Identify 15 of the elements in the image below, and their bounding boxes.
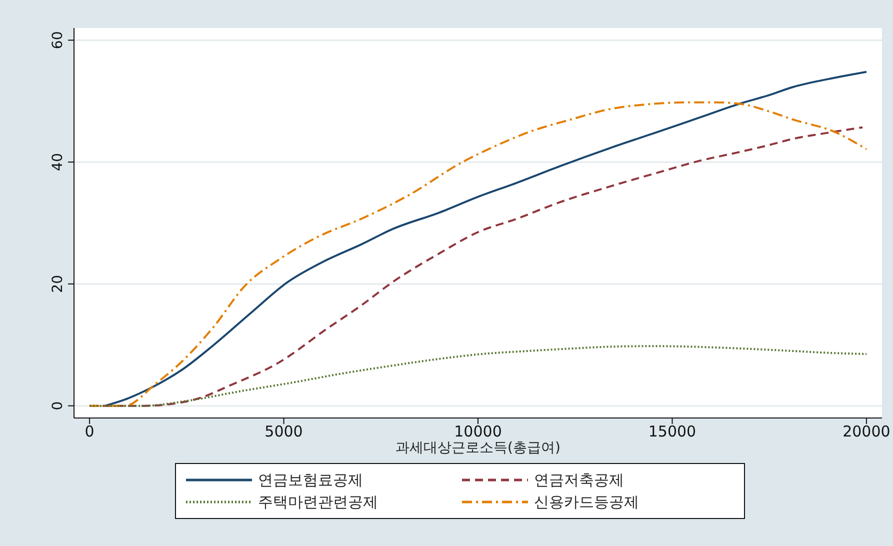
line-series [88, 345, 868, 407]
y-tick-label: 60 [50, 31, 66, 50]
x-axis-title: 과세대상근로소득(총급여) [396, 440, 560, 456]
x-tick-label: 10000 [454, 422, 502, 441]
legend-label: 연금저축공제 [534, 470, 624, 490]
y-tick-label: 20 [50, 275, 66, 293]
legend-label: 주택마련관련공제 [258, 492, 378, 512]
x-tick-label: 15000 [648, 422, 696, 441]
legend-label: 신용카드등공제 [534, 492, 639, 512]
x-tick-label: 5000 [264, 422, 303, 441]
y-tick-label: 40 [50, 153, 66, 171]
x-tick-label: 20000 [842, 422, 890, 441]
legend-label: 연금보험료공제 [258, 470, 363, 490]
x-tick-label: 0 [84, 422, 94, 441]
y-tick-label: 0 [50, 401, 66, 410]
